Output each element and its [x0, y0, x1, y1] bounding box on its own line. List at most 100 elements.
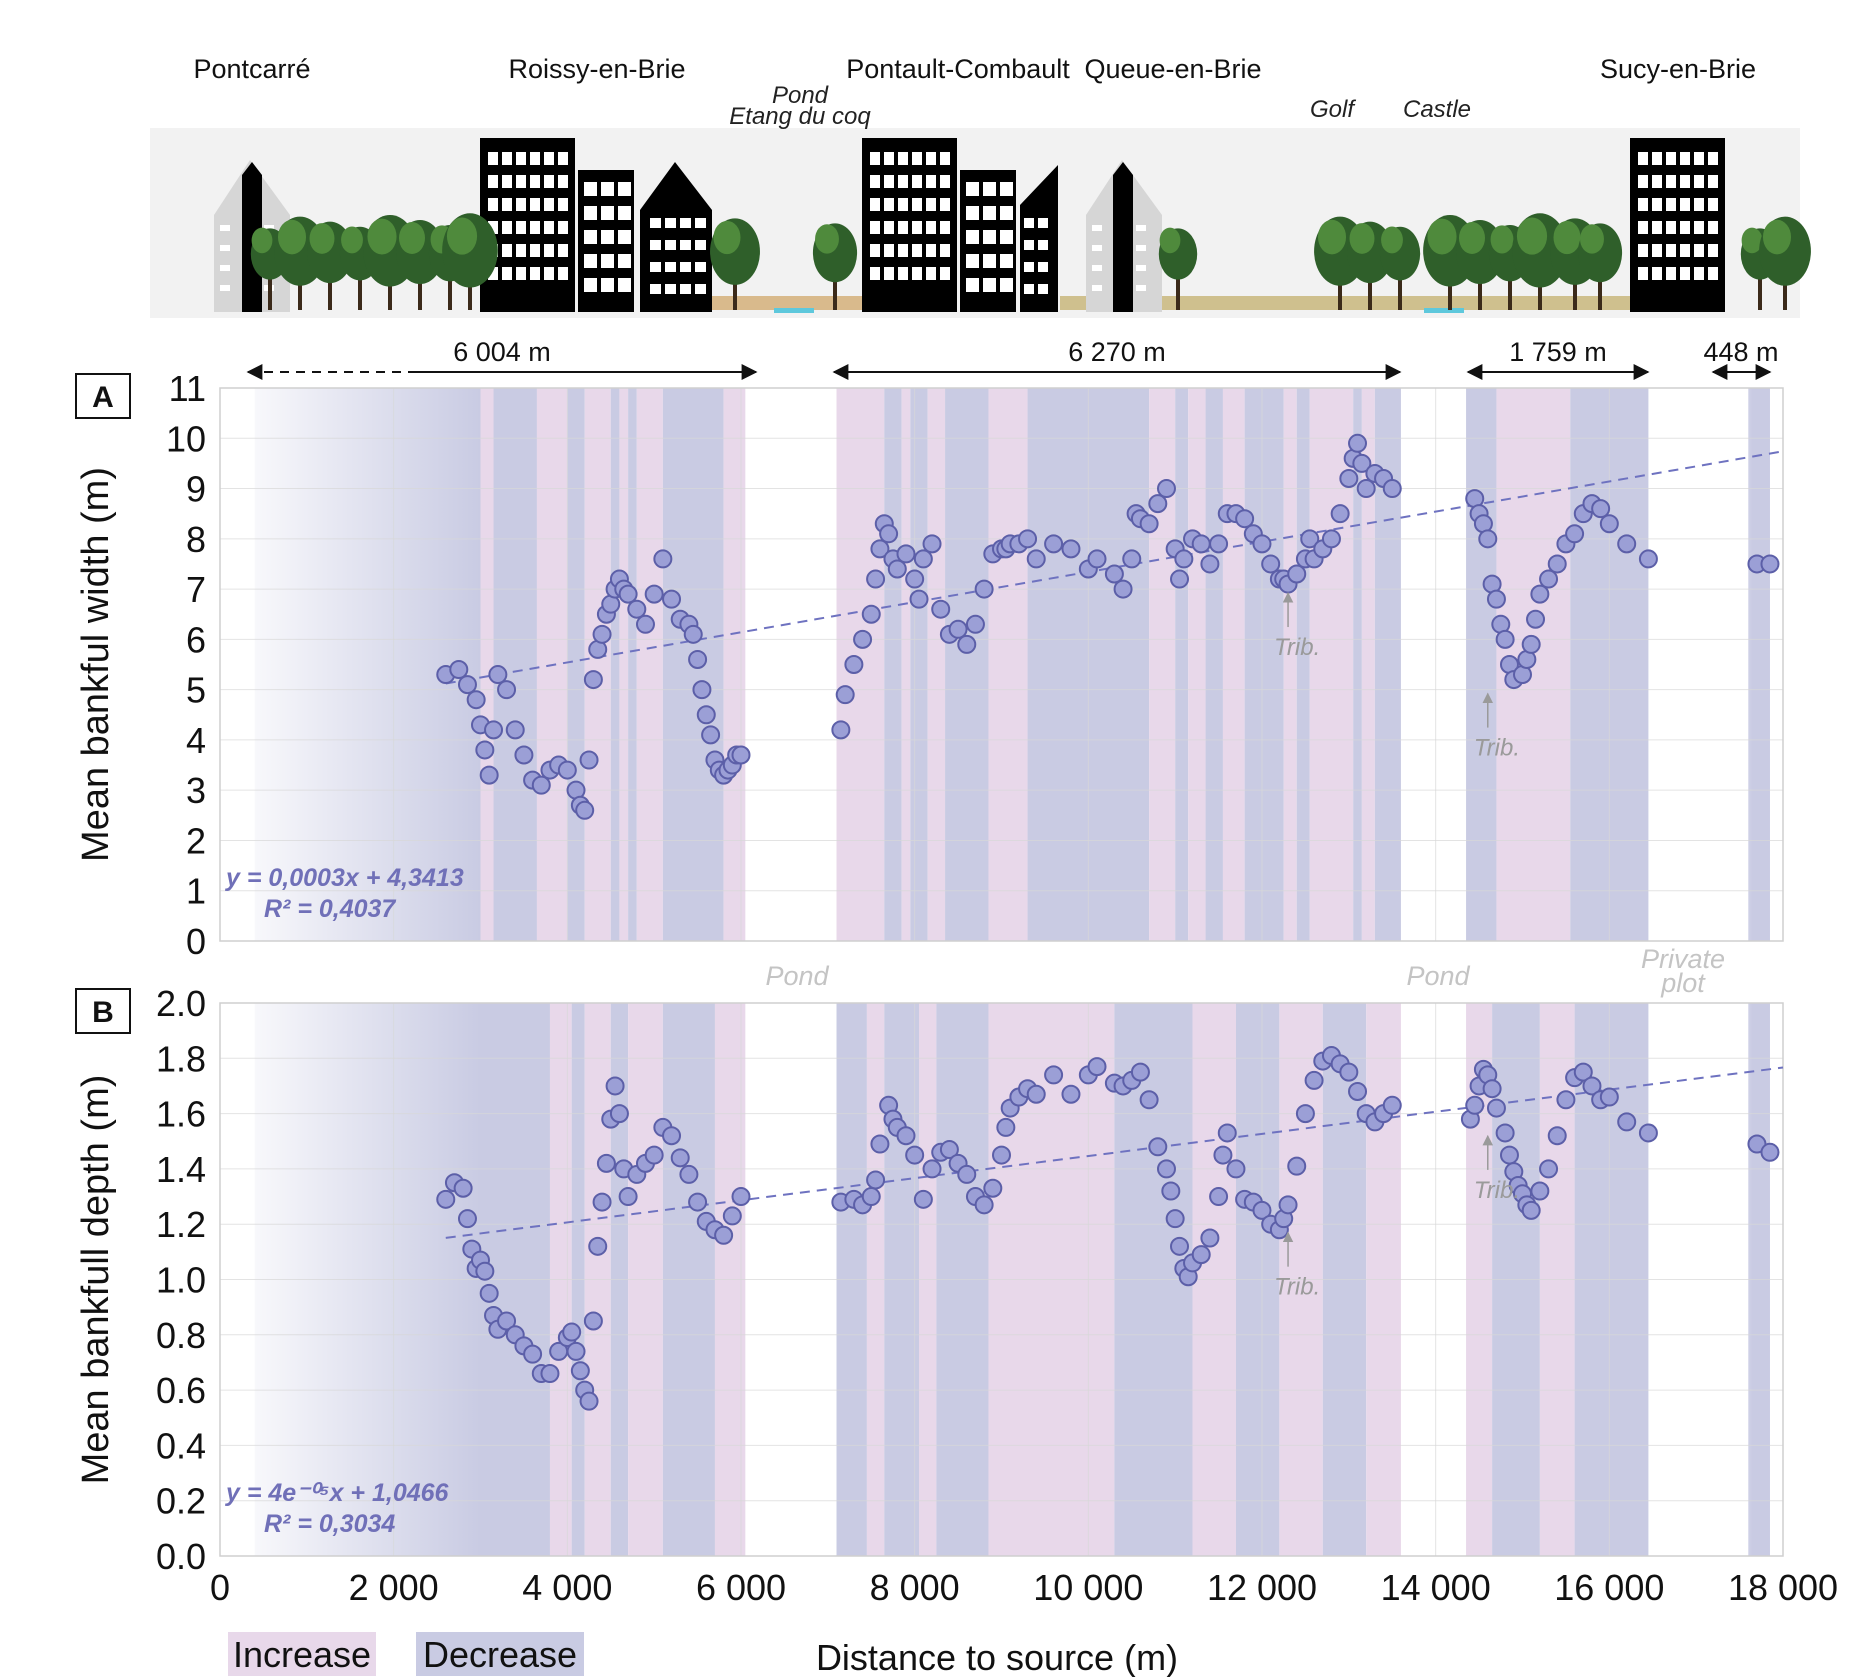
legend-swatch-decrease — [416, 1632, 584, 1676]
decrease-band — [1296, 388, 1310, 941]
window — [983, 230, 996, 244]
window — [1024, 262, 1034, 272]
y-tick-label: 0 — [186, 921, 206, 962]
panel-a-chart: 0 1 2 3 4 5 6 7 8 9 10 11 Mean bankful width (m) y = … — [75, 368, 1784, 962]
data-point — [1478, 529, 1498, 549]
data-point — [1530, 1181, 1550, 1201]
window — [1680, 198, 1690, 211]
window — [665, 240, 676, 250]
data-point — [913, 549, 933, 569]
data-point — [974, 1195, 994, 1215]
data-point — [1217, 1123, 1237, 1143]
data-point — [1539, 1159, 1559, 1179]
window — [926, 244, 936, 257]
data-point — [1638, 1123, 1658, 1143]
window — [544, 198, 554, 211]
y-tick-label: 0.2 — [156, 1481, 206, 1522]
town-label-roissy: Roissy-en-Brie — [508, 54, 685, 84]
data-point — [653, 549, 673, 569]
data-point — [1026, 549, 1046, 569]
window — [1694, 152, 1704, 165]
window — [1694, 221, 1704, 234]
window — [1666, 244, 1676, 257]
data-point — [1486, 589, 1506, 609]
increase-band — [480, 388, 494, 941]
window — [870, 244, 880, 257]
data-point — [688, 649, 708, 669]
window — [695, 284, 706, 294]
data-point — [592, 1192, 612, 1212]
data-point — [453, 1178, 473, 1198]
data-point — [922, 1159, 942, 1179]
segment-label: 1 759 m — [1509, 337, 1607, 367]
window — [926, 175, 936, 188]
landmark-golf: Golf — [1310, 96, 1356, 123]
data-point — [1113, 579, 1133, 599]
y-tick-label: 0.6 — [156, 1370, 206, 1411]
data-point — [965, 614, 985, 634]
data-point — [1226, 1159, 1246, 1179]
data-point — [479, 1283, 499, 1303]
window — [884, 175, 894, 188]
data-point — [1760, 554, 1780, 574]
data-point — [1499, 1145, 1519, 1165]
window — [1652, 152, 1662, 165]
data-point — [1191, 1245, 1211, 1265]
window — [1666, 152, 1676, 165]
window — [1694, 267, 1704, 280]
increase-band — [723, 388, 746, 941]
data-point — [831, 720, 851, 740]
data-point — [449, 660, 469, 680]
plot-frame — [219, 387, 1784, 942]
data-point — [701, 725, 721, 745]
window — [584, 182, 597, 196]
window — [530, 152, 540, 165]
data-point — [1209, 1187, 1229, 1207]
increase-band — [619, 388, 629, 941]
window — [983, 182, 996, 196]
data-point — [1321, 529, 1341, 549]
window — [1680, 152, 1690, 165]
data-point — [605, 1076, 625, 1096]
window — [680, 284, 691, 294]
tree — [442, 213, 498, 310]
data-point — [913, 1189, 933, 1209]
data-point — [844, 655, 864, 674]
window — [870, 152, 880, 165]
data-point — [1295, 1104, 1315, 1124]
data-point — [575, 800, 595, 820]
window — [898, 152, 908, 165]
tree — [1577, 223, 1623, 310]
annotation-trib: Trib. — [1274, 634, 1320, 661]
data-point — [974, 579, 994, 599]
window — [516, 152, 526, 165]
annotation-trib: Trib. — [1474, 1177, 1520, 1204]
window — [544, 152, 554, 165]
regression-equation: y = 0,0003x + 4,3413 — [224, 864, 464, 892]
window — [1136, 245, 1146, 251]
window — [1708, 175, 1718, 188]
data-point — [679, 1164, 699, 1184]
window — [1038, 240, 1048, 250]
decrease-band — [1175, 388, 1189, 941]
y-tick-label: 7 — [186, 569, 206, 610]
segment-label: 6 270 m — [1068, 337, 1166, 367]
window — [983, 206, 996, 220]
data-point — [1304, 1070, 1324, 1090]
data-point — [1339, 468, 1359, 488]
data-point — [1348, 433, 1368, 453]
increase-band — [927, 388, 946, 941]
data-point — [1170, 1236, 1190, 1256]
data-point — [540, 1364, 560, 1384]
data-point — [866, 1170, 886, 1190]
data-point — [1156, 1159, 1176, 1179]
decrease-band — [945, 388, 989, 941]
data-point — [957, 1164, 977, 1184]
data-point — [505, 720, 525, 740]
data-point — [1139, 514, 1159, 534]
window — [502, 244, 512, 257]
y-tick-label: 10 — [166, 418, 206, 459]
window — [220, 225, 230, 231]
window — [1666, 175, 1676, 188]
data-point — [1486, 1098, 1506, 1118]
